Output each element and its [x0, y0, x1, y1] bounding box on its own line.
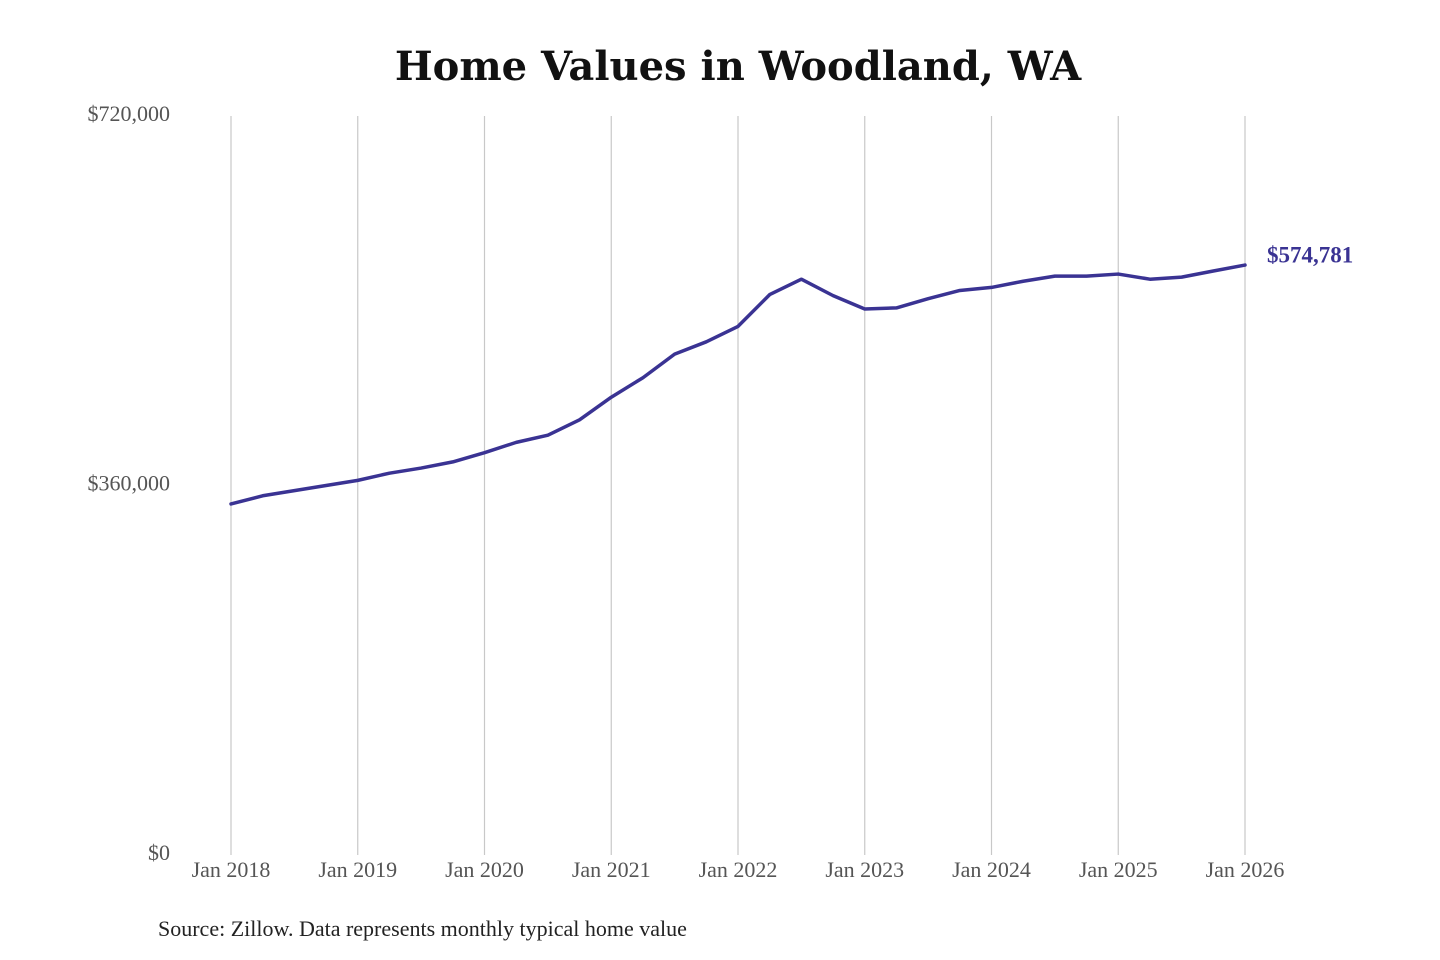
line-series: [229, 263, 1247, 506]
end-value-label: $574,781: [1267, 242, 1353, 267]
x-tick-label: Jan 2024: [952, 857, 1031, 882]
x-tick-label: Jan 2018: [192, 857, 271, 882]
y-tick-label: $720,000: [88, 101, 171, 126]
x-tick-label: Jan 2020: [445, 857, 524, 882]
source-note: Source: Zillow. Data represents monthly …: [158, 916, 687, 941]
x-tick-label: Jan 2019: [318, 857, 397, 882]
y-tick-label: $360,000: [88, 471, 171, 496]
x-tick-label: Jan 2022: [699, 857, 778, 882]
chart-title: Home Values in Woodland, WA: [395, 43, 1082, 90]
x-tick-label: Jan 2023: [825, 857, 904, 882]
y-tick-label: $0: [148, 840, 170, 865]
x-tick-label: Jan 2025: [1079, 857, 1158, 882]
x-tick-label: Jan 2026: [1206, 857, 1285, 882]
x-tick-label: Jan 2021: [572, 857, 651, 882]
